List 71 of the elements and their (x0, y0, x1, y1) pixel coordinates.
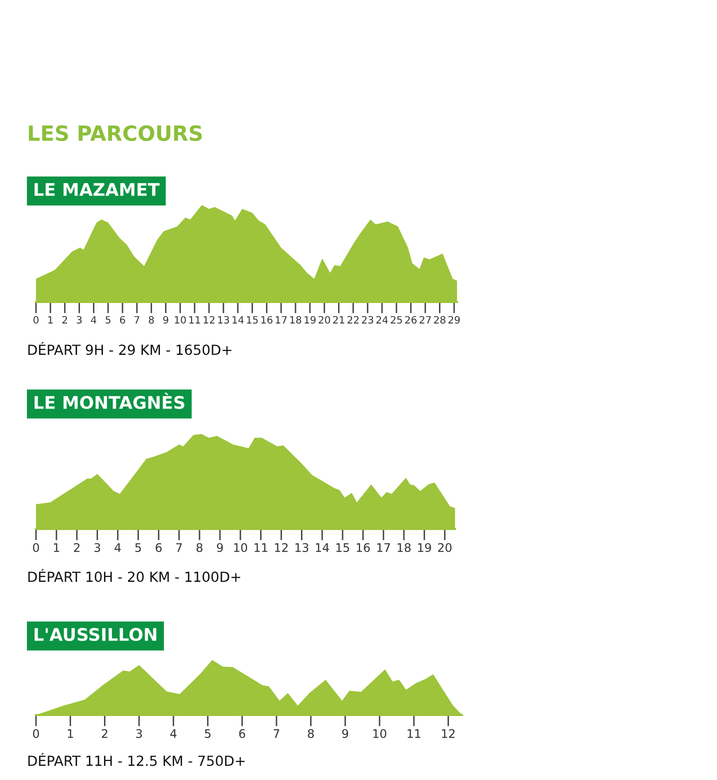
x-tick-label: 2 (62, 316, 68, 324)
x-tick-label: 19 (418, 543, 432, 552)
x-tick-label: 0 (33, 543, 39, 552)
x-tick-label: 5 (135, 543, 141, 552)
x-tick-label: 27 (420, 316, 431, 324)
x-tick-label: 16 (261, 316, 272, 324)
x-tick-label: 14 (316, 543, 329, 552)
x-tick-label: 7 (134, 316, 140, 324)
x-tick-label: 11 (408, 729, 420, 738)
x-tick-label: 9 (163, 316, 168, 324)
x-tick-label: 8 (196, 543, 202, 552)
x-tick-label: 25 (390, 316, 402, 324)
x-tick-label: 15 (247, 316, 258, 324)
x-tick-label: 5 (106, 316, 110, 324)
chart-title: L'AUSSILLON (34, 628, 156, 642)
x-tick-label: 3 (94, 543, 100, 552)
x-tick-label: 18 (398, 543, 411, 552)
chart-title: LE MAZAMET (34, 183, 160, 196)
text: DÉPART 9H - 29 KM - 1650D+ (28, 342, 232, 356)
x-tick-label: 3 (136, 729, 142, 738)
x-tick-label: 7 (176, 543, 182, 552)
x-tick-label: 6 (120, 316, 126, 324)
text: DÉPART 10H - 20 KM - 1100D+ (28, 568, 240, 582)
x-tick-label: 20 (438, 543, 452, 552)
x-tick-label: 2 (74, 543, 80, 552)
chart-title: LE MONTAGNÈS (34, 392, 184, 410)
x-tick-label: 12 (204, 316, 214, 324)
x-tick-label: 26 (405, 316, 417, 324)
x-tick-label: 23 (362, 316, 374, 324)
x-tick-label: 13 (218, 316, 229, 324)
x-tick-label: 9 (342, 729, 348, 738)
x-tick-label: 29 (448, 316, 460, 324)
x-tick-label: 18 (290, 316, 302, 324)
x-tick-label: 17 (276, 316, 287, 324)
x-tick-label: 15 (336, 543, 350, 552)
x-tick-label: 19 (304, 316, 316, 324)
x-tick-label: 22 (348, 316, 359, 324)
text: DÉPART 11H - 12.5 KM - 750D+ (28, 752, 245, 766)
x-tick-label: 14 (232, 316, 244, 324)
x-tick-label: 12 (442, 729, 455, 738)
x-tick-label: 10 (174, 316, 186, 324)
x-tick-label: 1 (68, 729, 74, 738)
x-tick-label: 10 (373, 729, 386, 738)
x-tick-label: 6 (156, 543, 162, 552)
x-tick-label: 11 (189, 316, 200, 324)
x-tick-label: 28 (434, 316, 446, 324)
x-tick-label: 11 (254, 543, 268, 552)
x-tick-label: 1 (54, 543, 60, 552)
x-tick-label: 5 (204, 729, 210, 738)
x-tick-label: 12 (275, 543, 288, 552)
x-tick-label: 4 (170, 729, 177, 738)
x-tick-label: 17 (377, 543, 390, 552)
x-tick-label: 2 (102, 729, 108, 738)
x-tick-label: 0 (33, 729, 39, 738)
x-tick-label: 4 (114, 543, 121, 552)
x-tick-label: 3 (76, 316, 82, 324)
x-tick-label: 21 (333, 316, 344, 324)
x-tick-label: 9 (216, 543, 223, 552)
text: LES PARCOURS (28, 125, 202, 142)
x-tick-label: 8 (148, 316, 154, 324)
x-tick-label: 16 (356, 543, 370, 552)
x-tick-label: 1 (48, 316, 53, 324)
x-tick-label: 4 (90, 316, 96, 324)
x-tick-label: 0 (33, 316, 39, 324)
x-tick-label: 24 (376, 316, 388, 324)
x-tick-label: 7 (274, 729, 280, 738)
x-tick-label: 13 (295, 543, 308, 552)
x-tick-label: 6 (239, 729, 246, 738)
x-tick-label: 10 (234, 543, 248, 552)
x-tick-label: 8 (308, 729, 314, 738)
x-tick-label: 20 (318, 316, 330, 324)
